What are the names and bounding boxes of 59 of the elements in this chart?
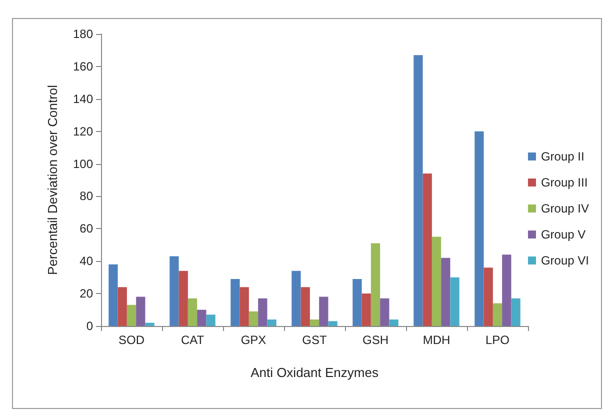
legend-label: Group VI: [540, 254, 590, 268]
bar: [319, 296, 328, 326]
bar: [328, 321, 338, 326]
x-tick-label: GST: [302, 333, 328, 347]
bar: [380, 298, 390, 326]
bar: [258, 298, 268, 326]
bar: [492, 303, 502, 326]
x-tick-label: GPX: [240, 333, 266, 347]
bar: [370, 243, 380, 326]
bar: [206, 314, 216, 326]
y-axis-title: Percentail Deviation over Control: [45, 84, 60, 276]
y-tick-label: 120: [72, 124, 94, 138]
bar: [441, 258, 450, 326]
x-tick-label: MDH: [422, 333, 450, 347]
bar: [188, 298, 198, 326]
bar: [432, 236, 442, 326]
bar: [267, 320, 276, 326]
bar: [474, 131, 484, 326]
bar: [300, 287, 310, 326]
y-tick-label: 160: [72, 59, 94, 74]
bar: [362, 294, 371, 326]
legend-label: Group III: [540, 176, 588, 190]
x-tick-label: SOD: [118, 333, 145, 347]
legend-label: Group IV: [540, 202, 590, 216]
bar: [170, 256, 179, 326]
legend-label: Group II: [540, 150, 584, 164]
y-tick-label: 0: [86, 319, 94, 333]
bar: [197, 310, 206, 326]
legend-label: Group V: [540, 228, 586, 242]
bar: [145, 322, 154, 326]
bar: [352, 278, 362, 326]
bar: [414, 55, 423, 326]
bar: [389, 320, 398, 326]
y-tick-label: 40: [80, 254, 94, 268]
bar: [502, 254, 512, 326]
x-axis-title: Anti Oxidant Enzymes: [250, 365, 379, 380]
bar: [178, 270, 188, 326]
bar: [484, 268, 493, 326]
y-tick-label: 60: [80, 222, 94, 236]
bar: [240, 287, 249, 326]
y-tick-label: 20: [80, 286, 94, 301]
bar: [422, 174, 432, 326]
bar: [126, 304, 136, 326]
bar: [136, 296, 146, 326]
bar: [108, 264, 118, 326]
bar: [310, 320, 320, 326]
y-tick-label: 140: [72, 92, 94, 106]
y-tick-label: 80: [80, 189, 94, 204]
y-tick-label: 180: [72, 27, 94, 41]
bar: [450, 277, 460, 326]
bar: [248, 311, 258, 326]
bar: [292, 270, 301, 326]
y-tick-label: 100: [72, 156, 94, 171]
x-tick-label: CAT: [180, 333, 205, 347]
x-tick-label: LPO: [485, 333, 510, 347]
bar: [230, 278, 240, 326]
bar: [511, 298, 520, 326]
bar: [118, 287, 127, 326]
x-tick-label: GSH: [362, 333, 389, 347]
